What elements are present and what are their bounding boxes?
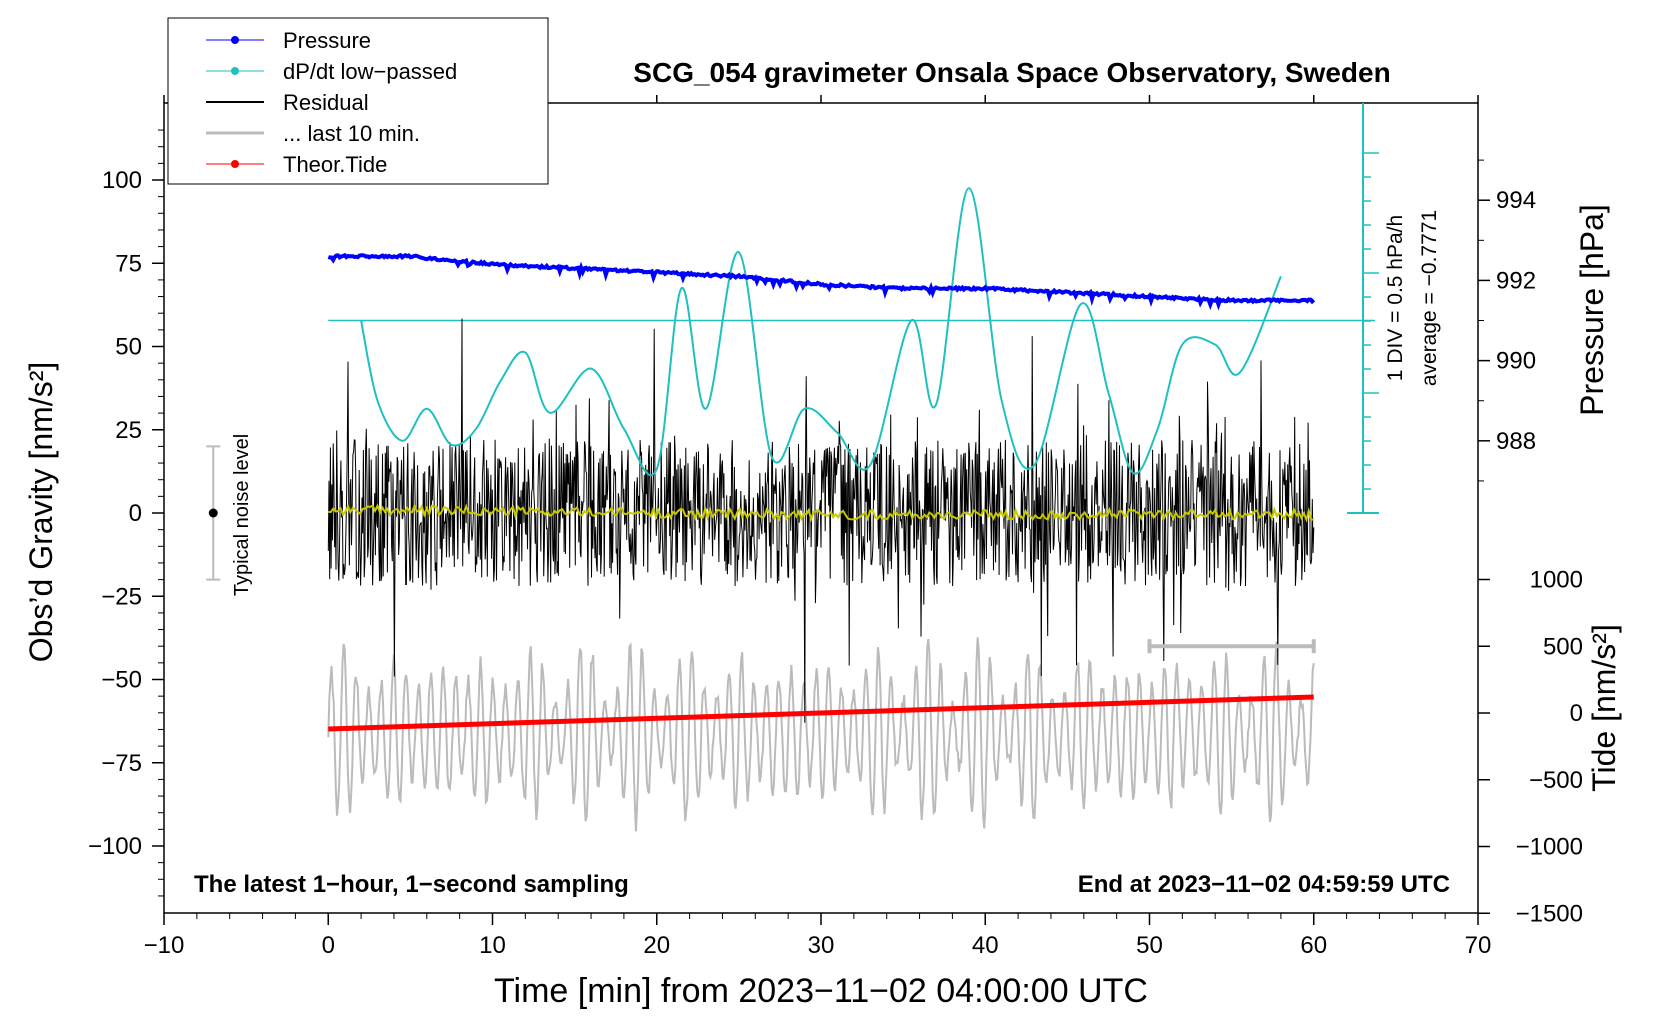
extras-group xyxy=(206,445,1316,654)
noise-level-dot xyxy=(208,508,218,518)
noise-level-label: Typical noise level xyxy=(231,434,253,596)
x-tick-label: 40 xyxy=(972,932,999,959)
legend-label: dP/dt low−passed xyxy=(283,59,457,84)
pressure-tick-label: 990 xyxy=(1496,348,1536,375)
y-axis-gravity: −100 −75 −50 −25 0 25 50 75 100 xyxy=(88,129,164,897)
series-pressure-line xyxy=(327,252,1316,311)
y-tick-label: −25 xyxy=(101,583,142,610)
y-tick-label: 0 xyxy=(129,500,142,527)
annotation-right: End at 2023−11−02 04:59:59 UTC xyxy=(1078,871,1450,898)
x-tick-label: 60 xyxy=(1300,932,1327,959)
series-residual-line xyxy=(327,318,1315,723)
y-axis-label-tide: Tide [nm/s²] xyxy=(1586,624,1622,792)
x-tick-label: 20 xyxy=(643,932,670,959)
x-tick-label: −10 xyxy=(144,932,185,959)
dpdt-average-label: average = −0.7771 xyxy=(1418,210,1441,386)
y-tick-label: −50 xyxy=(101,667,142,694)
series-dpdt-line xyxy=(360,187,1282,477)
y-tick-label: 100 xyxy=(102,167,142,194)
pressure-tick-label: 992 xyxy=(1496,267,1536,294)
y-tick-label: −100 xyxy=(88,833,142,860)
dpdt-ruler xyxy=(328,103,1379,514)
y-axis-tide: −1500 −1000 −500 0 500 1000 xyxy=(1478,567,1583,927)
legend-items: Pressure dP/dt low−passed Residual ... last… xyxy=(206,28,457,177)
y-tick-label: 75 xyxy=(115,250,142,277)
x-axis: −10 0 10 20 30 40 50 60 70 xyxy=(144,95,1492,959)
y-tick-label: 50 xyxy=(115,334,142,361)
y-axis-pressure: 988 990 992 994 xyxy=(1478,159,1536,482)
series-last-10-min-line xyxy=(327,637,1315,832)
tide-tick-label: 500 xyxy=(1543,633,1583,660)
legend-swatch-marker xyxy=(231,36,239,44)
legend-swatch-marker xyxy=(231,67,239,75)
x-axis-label: Time [min] from 2023−11−02 04:00:00 UTC xyxy=(494,972,1148,1010)
tide-tick-label: −500 xyxy=(1529,767,1583,794)
x-tick-label: 0 xyxy=(322,932,335,959)
dpdt-scale-label: 1 DIV = 0.5 hPa/h xyxy=(1384,215,1407,381)
x-tick-label: 50 xyxy=(1136,932,1163,959)
legend-swatch-marker xyxy=(231,160,239,168)
legend-label: ... last 10 min. xyxy=(283,121,420,146)
y-axis-label-pressure: Pressure [hPa] xyxy=(1574,204,1610,416)
series-theor-tide-line xyxy=(328,694,1314,732)
legend: Pressure dP/dt low−passed Residual ... last… xyxy=(167,17,549,185)
x-tick-label: 10 xyxy=(479,932,506,959)
x-tick-label: 70 xyxy=(1465,932,1492,959)
y-axis-label-gravity: Obs’d Gravity [nm/s²] xyxy=(23,362,59,663)
tide-tick-label: 1000 xyxy=(1530,567,1583,594)
legend-label: Theor.Tide xyxy=(283,152,387,177)
tide-tick-label: −1500 xyxy=(1516,900,1583,927)
tide-tick-label: −1000 xyxy=(1516,834,1583,861)
legend-label: Pressure xyxy=(283,28,371,53)
y-tick-label: 25 xyxy=(115,417,142,444)
x-tick-label: 30 xyxy=(808,932,835,959)
y-tick-label: −75 xyxy=(101,750,142,777)
tide-tick-label: 0 xyxy=(1570,700,1583,727)
series-group xyxy=(327,187,1316,832)
chart-title: SCG_054 gravimeter Onsala Space Observat… xyxy=(633,57,1390,88)
series-residual-smoothed-line xyxy=(328,503,1314,523)
pressure-tick-label: 994 xyxy=(1496,187,1536,214)
annotation-left: The latest 1−hour, 1−second sampling xyxy=(194,871,629,898)
pressure-tick-label: 988 xyxy=(1496,428,1536,455)
legend-label: Residual xyxy=(283,90,369,115)
